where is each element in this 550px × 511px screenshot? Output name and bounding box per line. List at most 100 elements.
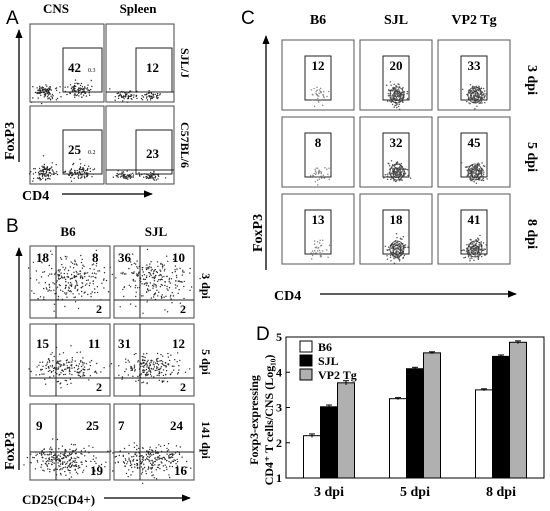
quad-value: 15 xyxy=(36,336,50,351)
flow-plot: 45 xyxy=(437,116,511,188)
panel-a-y-axis-label: FoxP3 xyxy=(3,122,18,160)
flow-plot: 18 xyxy=(359,193,433,265)
legend-swatch xyxy=(299,368,313,381)
gate-value: 33 xyxy=(468,58,482,73)
quad-value: 31 xyxy=(118,336,131,351)
panel-c-y-axis-label: FoxP3 xyxy=(251,214,266,252)
y-tick-label: 3 xyxy=(276,401,282,415)
flow-plot: 18 8 2 xyxy=(27,245,116,319)
panel-a-row-label: C57BL/6 xyxy=(178,122,192,168)
gate-small-value: 0.3 xyxy=(88,68,96,74)
gate-value: 12 xyxy=(146,60,159,75)
panel-c-letter: C xyxy=(241,8,255,29)
y-tick-label: 4 xyxy=(276,365,282,379)
panel-a-x-axis-label: CD4 xyxy=(22,189,49,204)
flow-plot: 42 0.3 xyxy=(29,23,105,105)
gate-value: 18 xyxy=(390,212,404,227)
bar xyxy=(475,389,493,479)
quad-value: 16 xyxy=(174,463,188,478)
bar xyxy=(406,368,424,479)
flow-plot: 12 xyxy=(105,23,175,103)
quad-value: 7 xyxy=(118,418,125,433)
panel-b-col-header: B6 xyxy=(60,224,76,239)
panel-c-row-label: 5 dpi xyxy=(524,142,539,172)
legend-label: VP2 Tg xyxy=(318,368,357,382)
x-tick-label: 8 dpi xyxy=(486,485,516,500)
panel-c-col-header: SJL xyxy=(384,13,408,28)
panel-b-col-header: SJL xyxy=(145,224,168,239)
quad-value: 8 xyxy=(92,250,99,265)
panel-a-row-label: SJL/J xyxy=(178,48,192,78)
panel-a-col-header: CNS xyxy=(43,1,69,16)
bar xyxy=(389,398,407,479)
panel-d-ylabel-line1: Foxp3-expressing xyxy=(247,375,261,465)
gate-value: 23 xyxy=(146,146,160,161)
flow-plot: 36 10 2 xyxy=(103,245,201,319)
y-tick-label: 5 xyxy=(276,330,282,344)
quad-value: 11 xyxy=(88,336,100,351)
quad-value: 9 xyxy=(36,418,43,433)
flow-plot: 31 12 2 xyxy=(110,323,195,397)
panel-b: B B6 SJL 3 dpi 5 dpi 141 dpi FoxP3 CD25(… xyxy=(3,216,213,507)
flow-plot: 23 xyxy=(105,105,175,185)
gate-value: 25 xyxy=(68,142,82,157)
bar xyxy=(337,382,355,479)
y-tick-label: 1 xyxy=(276,471,282,485)
quad-value: 19 xyxy=(90,463,104,478)
panel-b-row-label: 141 dpi xyxy=(199,421,213,459)
panel-b-row-label: 5 dpi xyxy=(199,349,213,375)
gate-value: 8 xyxy=(315,135,322,150)
legend-swatch xyxy=(299,354,313,367)
quad-value: 25 xyxy=(86,418,100,433)
panel-a-col-header: Spleen xyxy=(120,1,158,16)
panel-c: C B6 SJL VP2 Tg 3 dpi 5 dpi 8 dpi FoxP3 … xyxy=(241,8,539,304)
quad-value: 24 xyxy=(170,418,184,433)
legend-label: B6 xyxy=(318,340,332,354)
gate-value: 32 xyxy=(390,135,403,150)
flow-plot: 25 0.2 xyxy=(28,105,105,185)
flow-plot: 9 25 19 xyxy=(23,403,114,481)
gate-value: 13 xyxy=(312,212,326,227)
panel-c-row-label: 3 dpi xyxy=(524,65,539,95)
flow-plot: 8 xyxy=(281,116,355,188)
legend-label: SJL xyxy=(318,354,339,368)
panel-d-letter: D xyxy=(256,324,270,345)
quad-value: 18 xyxy=(36,250,50,265)
panel-b-letter: B xyxy=(6,216,19,237)
quad-value: 2 xyxy=(180,302,186,316)
quad-value: 2 xyxy=(180,380,186,394)
panel-a: A CNS Spleen SJL/J C57BL/6 FoxP3 CD4 42 … xyxy=(3,1,192,204)
gate-small-value: 0.2 xyxy=(88,150,96,156)
gate-value: 20 xyxy=(390,58,403,73)
bar xyxy=(303,435,321,479)
gate-value: 42 xyxy=(68,60,81,75)
flow-plot: 33 xyxy=(437,39,511,111)
panel-d: D Foxp3-expressing CD4⁺ T cells/CNS (Log… xyxy=(247,324,545,500)
gate-value: 45 xyxy=(468,135,482,150)
panel-c-col-header: B6 xyxy=(310,13,326,28)
panel-a-letter: A xyxy=(6,8,19,29)
quad-value: 2 xyxy=(96,302,102,316)
bar xyxy=(320,406,338,479)
bar xyxy=(492,355,510,479)
flow-plot: 15 11 2 xyxy=(28,323,111,397)
bar xyxy=(423,352,441,479)
gate-value: 12 xyxy=(312,58,325,73)
x-tick-label: 3 dpi xyxy=(314,485,344,500)
legend-swatch xyxy=(299,340,313,353)
gate-value: 41 xyxy=(468,212,481,227)
bar xyxy=(509,341,527,479)
panel-c-x-axis-label: CD4 xyxy=(274,289,301,304)
quad-value: 10 xyxy=(172,250,185,265)
quad-value: 2 xyxy=(96,380,102,394)
flow-plot: 20 xyxy=(359,39,433,111)
panel-b-x-axis-label: CD25(CD4+) xyxy=(22,492,95,507)
quad-value: 12 xyxy=(172,336,185,351)
flow-plot: 7 24 16 xyxy=(98,403,195,484)
panel-d-ylabel-line2: CD4⁺ T cells/CNS (Log₁₀) xyxy=(262,355,276,486)
flow-plot: 41 xyxy=(437,193,511,265)
flow-plot: 13 xyxy=(281,193,355,265)
panel-c-col-header: VP2 Tg xyxy=(451,13,496,28)
flow-plot: 32 xyxy=(359,116,433,188)
